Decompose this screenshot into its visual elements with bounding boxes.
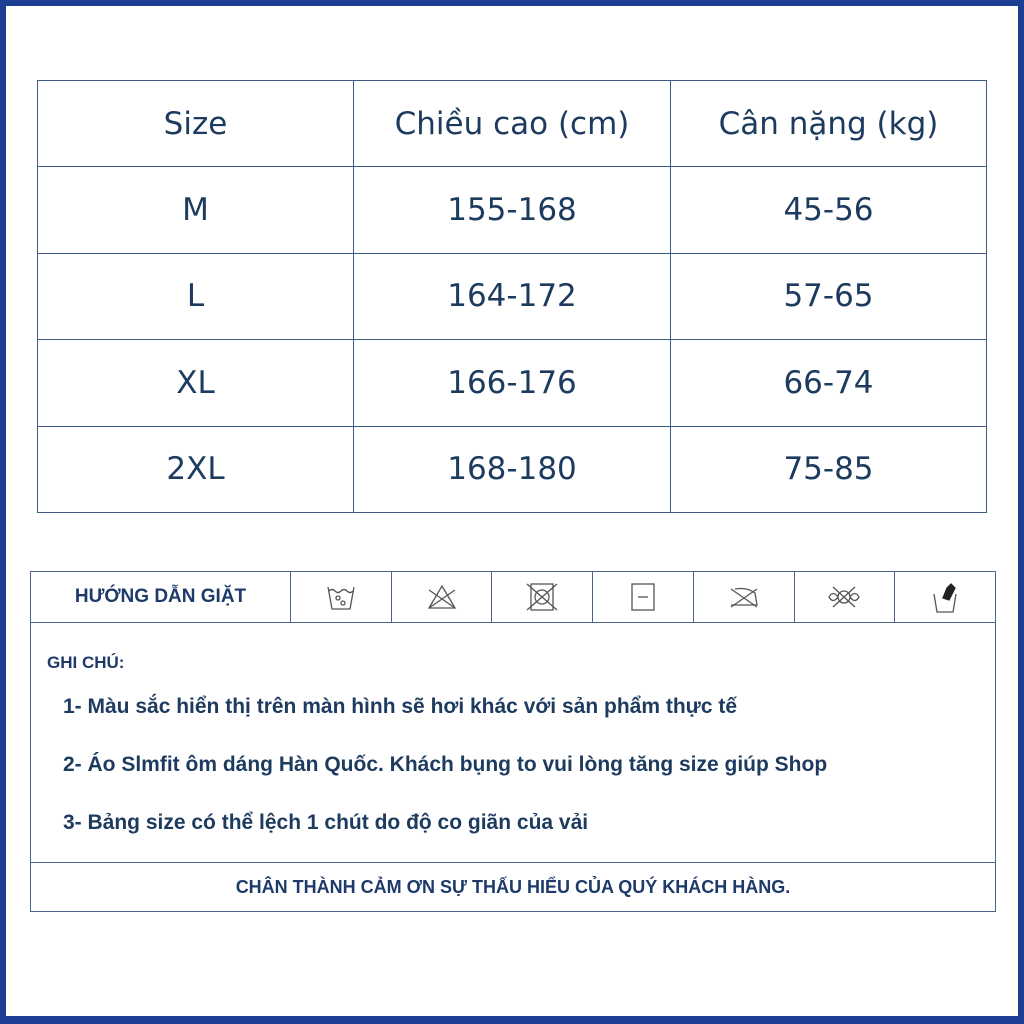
care-instructions-row: HƯỚNG DẪN GIẶT: [31, 572, 995, 623]
table-row: XL 166-176 66-74: [37, 339, 987, 427]
cell-size: M: [37, 166, 354, 254]
no-iron-icon: [694, 572, 795, 622]
note-item: 2- Áo Slmfit ôm dáng Hàn Quốc. Khách bụn…: [63, 753, 828, 776]
cell-height: 155-168: [353, 166, 671, 254]
cell-height: 168-180: [353, 425, 671, 513]
table-header-row: Size Chiều cao (cm) Cân nặng (kg): [37, 79, 987, 168]
no-bleach-icon: [392, 572, 493, 622]
no-tumble-dry-icon: [492, 572, 594, 622]
size-table: Size Chiều cao (cm) Cân nặng (kg) M 155-…: [37, 79, 987, 513]
flat-dry-icon: [593, 572, 694, 622]
notes-section: GHI CHÚ: 1- Màu sắc hiển thị trên màn hì…: [31, 623, 995, 863]
header-size: Size: [37, 79, 354, 168]
cell-height: 166-176: [353, 339, 671, 427]
cell-weight: 57-65: [670, 252, 987, 341]
thank-you-footer: CHÂN THÀNH CẢM ƠN SỰ THẤU HIỂU CỦA QUÝ K…: [235, 876, 791, 897]
hand-wash-icon: [895, 572, 995, 622]
cell-height: 164-172: [353, 252, 671, 341]
header-weight: Cân nặng (kg): [670, 79, 987, 168]
care-box: HƯỚNG DẪN GIẶT GHI CHÚ: 1- Màu sắc hiển …: [30, 571, 996, 912]
table-row: 2XL 168-180 75-85: [37, 425, 987, 513]
table-row: L 164-172 57-65: [37, 252, 987, 341]
cell-size: L: [37, 252, 354, 341]
care-title: HƯỚNG DẪN GIẶT: [31, 572, 291, 622]
cell-weight: 75-85: [670, 425, 987, 513]
note-item: 1- Màu sắc hiển thị trên màn hình sẽ hơi…: [63, 695, 738, 718]
note-item: 3- Bảng size có thể lệch 1 chút do độ co…: [63, 811, 589, 834]
cell-size: XL: [37, 339, 354, 427]
no-dry-clean-icon: [795, 572, 896, 622]
cell-weight: 45-56: [670, 166, 987, 254]
header-height: Chiều cao (cm): [353, 79, 671, 168]
table-row: M 155-168 45-56: [37, 166, 987, 254]
notes-title: GHI CHÚ:: [47, 653, 125, 672]
cell-size: 2XL: [37, 425, 354, 513]
wash-30-icon: [291, 572, 392, 622]
cell-weight: 66-74: [670, 339, 987, 427]
